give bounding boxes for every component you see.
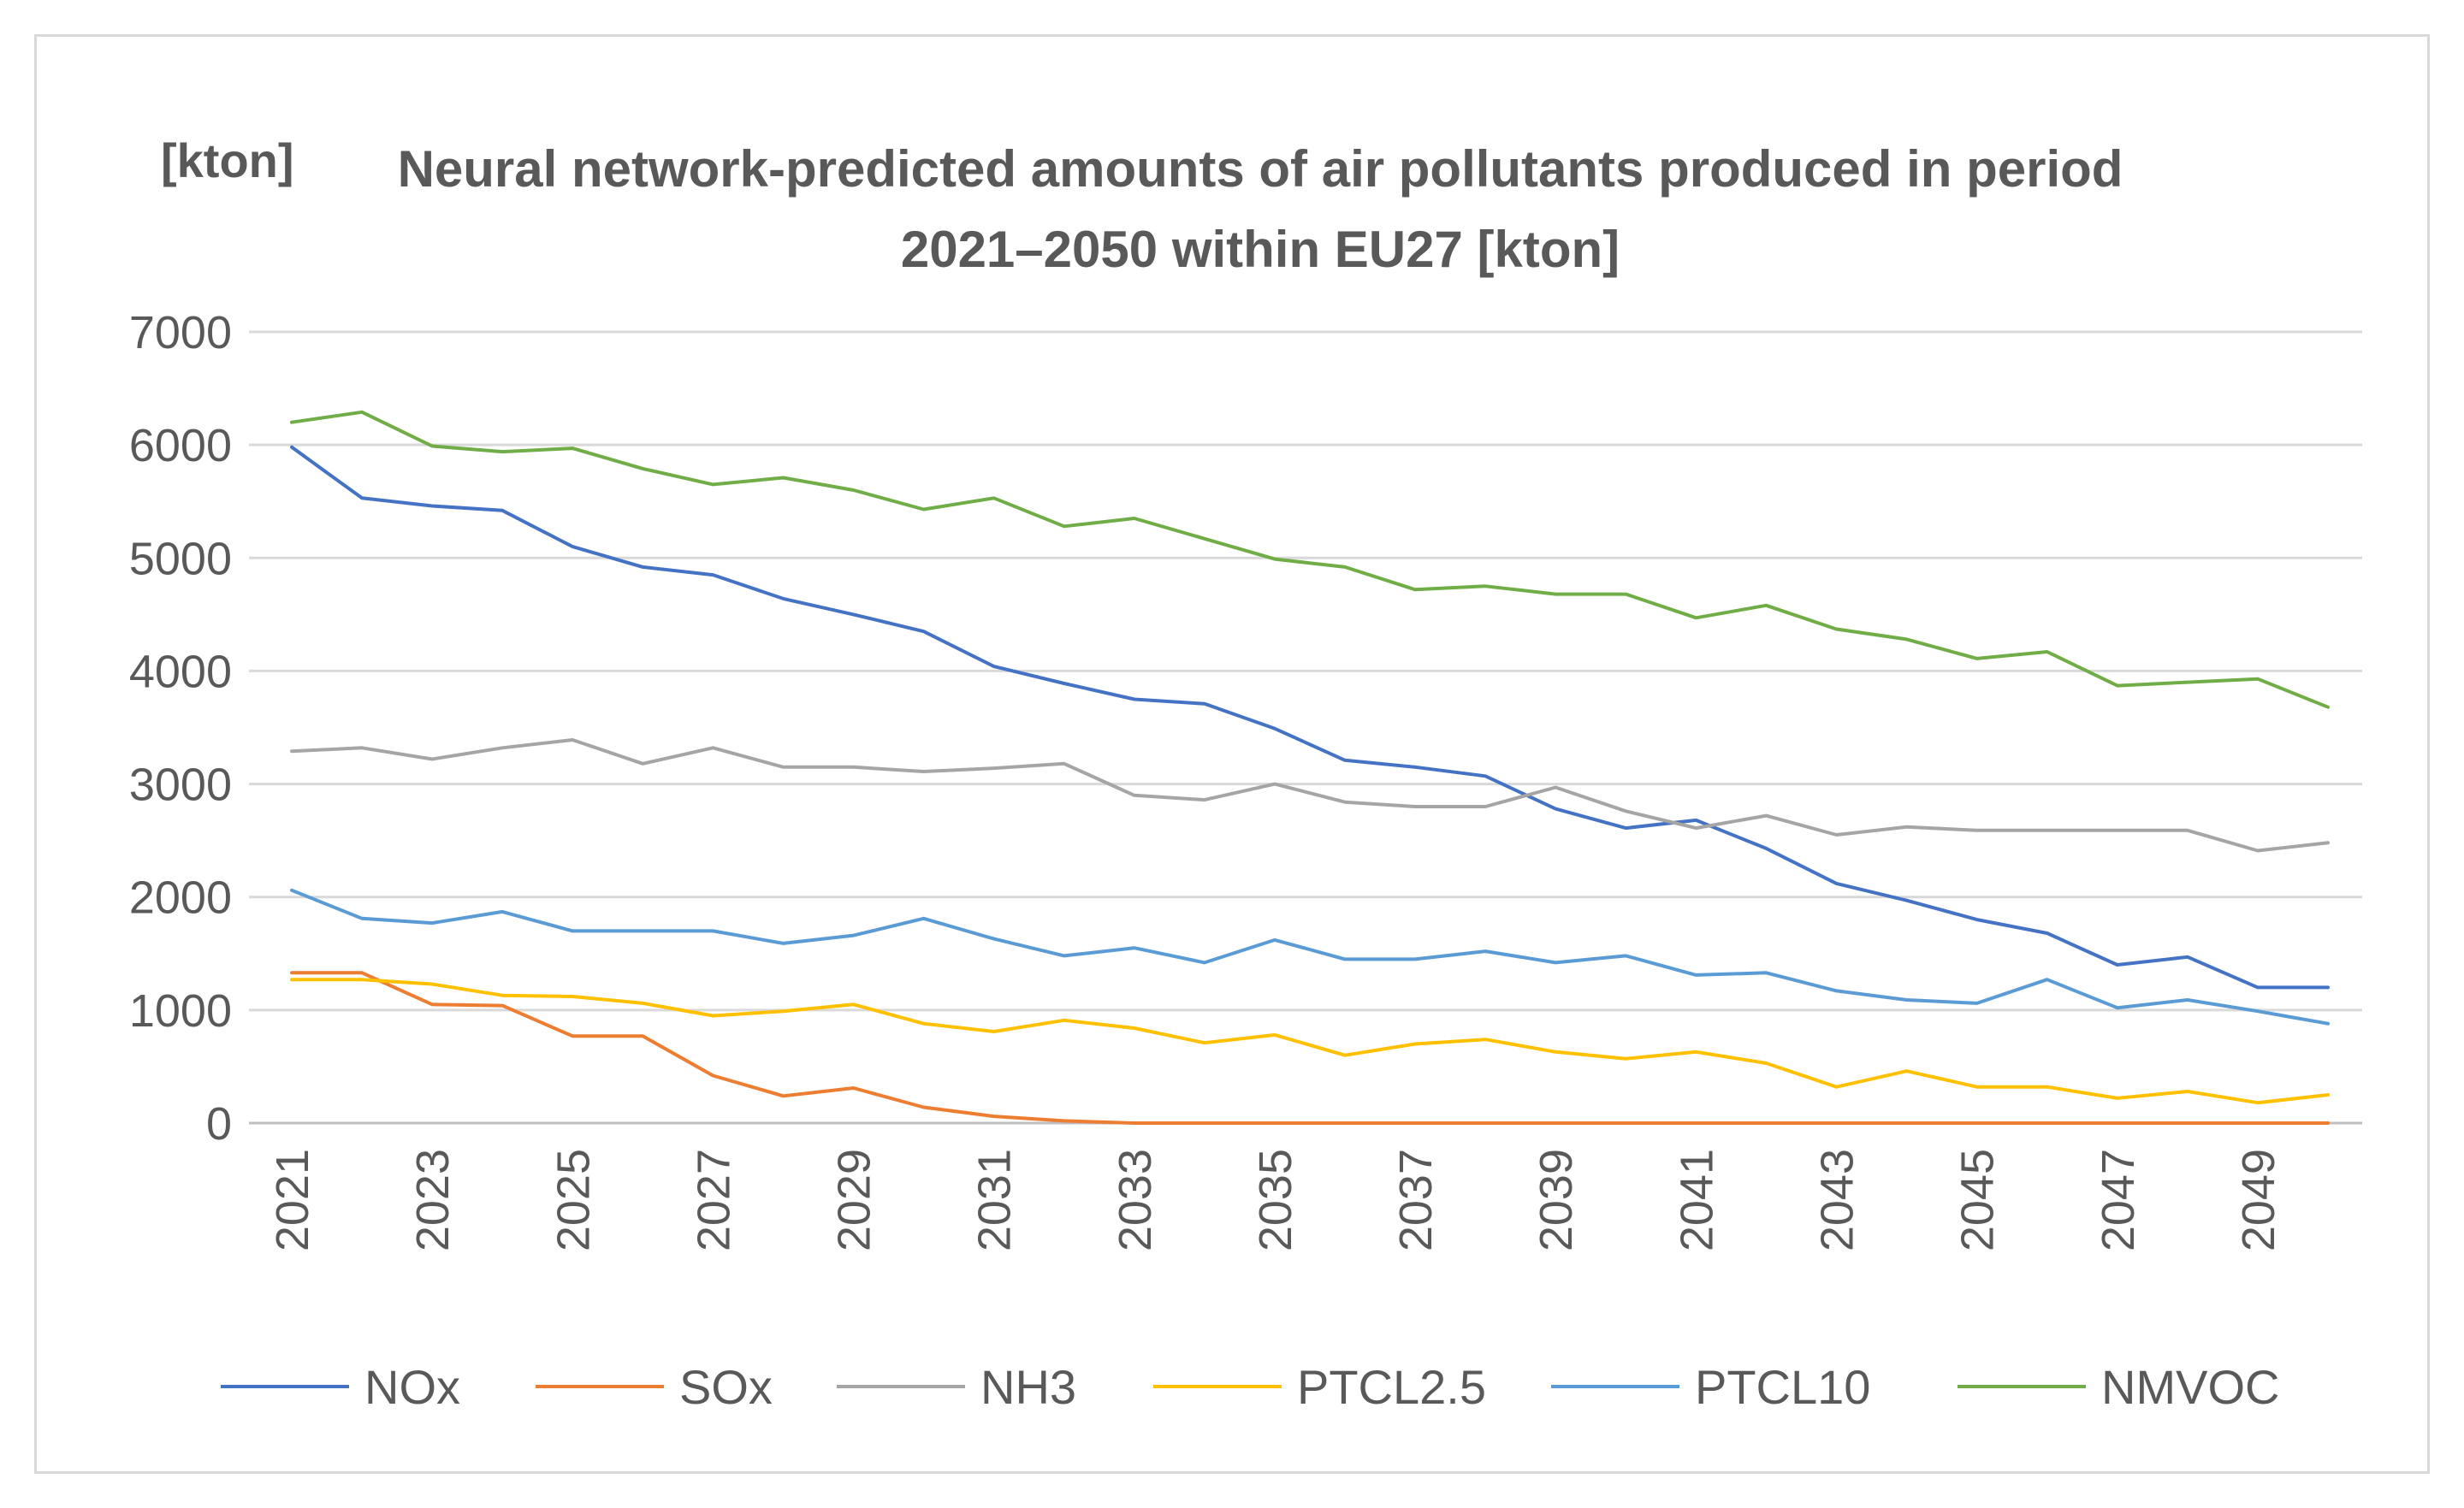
legend-label-ptcl2-5: PTCL2.5: [1297, 1360, 1486, 1414]
series-line-nh3: [290, 738, 2330, 853]
x-tick-label: 2045: [1952, 1149, 2004, 1251]
legend-label-nh3: NH3: [980, 1360, 1076, 1414]
legend-label-ptcl10: PTCL10: [1695, 1360, 1870, 1414]
x-tick-label: 2021: [267, 1149, 318, 1251]
x-tick-label: 2025: [548, 1149, 599, 1251]
gridlines: [249, 330, 2362, 1125]
x-tick-label: 2049: [2233, 1149, 2284, 1251]
series-line-ptcl10: [290, 888, 2330, 1026]
legend-label-sox: SOx: [679, 1360, 773, 1414]
series-line-nox: [290, 445, 2330, 990]
x-tick-label: 2029: [829, 1149, 880, 1251]
y-axis-unit-label: [kton]: [161, 133, 294, 187]
y-tick-label: 5000: [129, 533, 232, 584]
x-axis-ticks: 2021 2023 2025 2027 2029 2031 2033 2035 2037 2039…: [267, 1149, 2284, 1251]
y-tick-label: 6000: [129, 420, 232, 471]
series-line-nmvoc: [290, 410, 2330, 709]
legend-label-nmvoc: NMVOC: [2101, 1360, 2279, 1414]
y-tick-label: 7000: [129, 307, 232, 358]
series-line-sox: [290, 971, 2330, 1125]
x-tick-label: 2027: [688, 1149, 739, 1251]
y-tick-label: 3000: [129, 760, 232, 811]
x-tick-label: 2041: [1671, 1149, 1722, 1251]
y-axis-ticks: 0 1000 2000 3000 4000 5000 6000 7000: [129, 307, 232, 1150]
chart-frame: [kton] Neural network-predicted amounts …: [34, 34, 2430, 1474]
legend-label-nox: NOx: [364, 1360, 460, 1414]
x-tick-label: 2043: [1812, 1149, 1863, 1251]
x-tick-label: 2037: [1390, 1149, 1442, 1251]
y-tick-label: 0: [206, 1098, 232, 1150]
x-tick-label: 2033: [1110, 1149, 1161, 1251]
x-tick-label: 2047: [2093, 1149, 2144, 1251]
x-tick-label: 2035: [1250, 1149, 1301, 1251]
x-tick-label: 2031: [969, 1149, 1021, 1251]
series-line-ptcl2-5: [290, 978, 2330, 1105]
x-tick-label: 2039: [1531, 1149, 1582, 1251]
y-tick-label: 1000: [129, 985, 232, 1037]
chart-title: Neural network-predicted amounts of air …: [397, 140, 2123, 278]
x-tick-label: 2023: [407, 1149, 459, 1251]
y-tick-label: 4000: [129, 646, 232, 697]
y-tick-label: 2000: [129, 872, 232, 924]
legend: NOx SOx NH3 PTCL2.5 PTCL10 NMVOC: [221, 1360, 2279, 1414]
series-lines: [290, 410, 2330, 1125]
